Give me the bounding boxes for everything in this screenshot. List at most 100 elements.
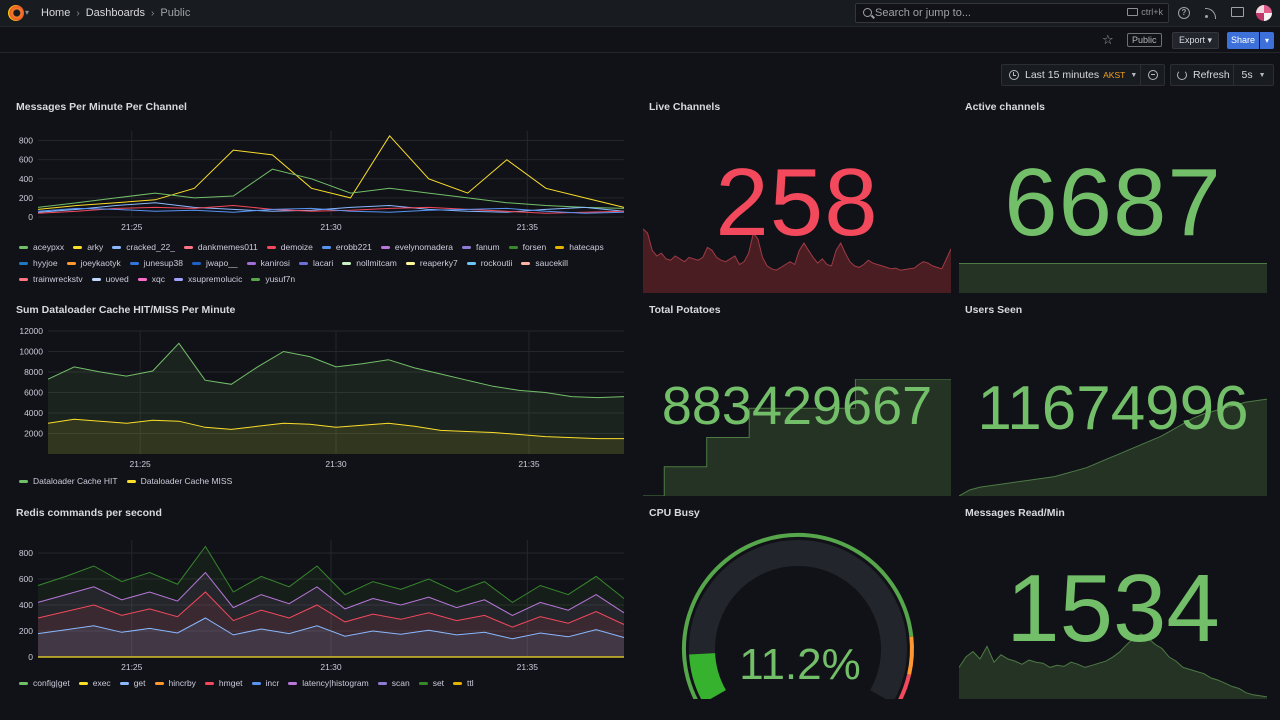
zoom-out-button[interactable]: [1141, 64, 1165, 86]
legend-item[interactable]: uoved: [91, 273, 129, 285]
legend-item[interactable]: get: [119, 677, 146, 689]
legend-item[interactable]: dankmemes011: [183, 241, 258, 253]
legend-swatch: [251, 277, 261, 281]
legend-label: hmget: [218, 678, 243, 688]
legend-swatch: [405, 261, 415, 265]
legend-item[interactable]: hincrby: [154, 677, 196, 689]
kiosk-mode-icon[interactable]: [1231, 7, 1244, 17]
top-navbar: ▾ Home › Dashboards › Public ctrl+k ?: [0, 0, 1280, 27]
legend-item[interactable]: joeykaotyk: [66, 257, 121, 269]
time-range-picker[interactable]: Last 15 minutes AKST ▼: [1001, 64, 1141, 86]
legend-swatch: [19, 479, 28, 483]
chevron-down-icon: ▼: [1258, 71, 1266, 79]
legend-swatch: [555, 245, 565, 249]
clock-icon: [1009, 70, 1019, 80]
redis-commands-chart[interactable]: 0 200 400 600 800 21:25 21:30 21:35: [16, 540, 628, 675]
legend-item[interactable]: saucekill: [521, 257, 568, 269]
legend-item[interactable]: exec: [78, 677, 111, 689]
legend-item[interactable]: hyyjoe: [19, 257, 58, 269]
share-button[interactable]: Share: [1227, 32, 1259, 49]
stat-value: 11674996: [977, 374, 1249, 443]
y-tick-label: 12000: [19, 326, 43, 336]
export-label: Export: [1179, 35, 1206, 45]
legend-item[interactable]: xqc: [137, 273, 165, 285]
legend-item[interactable]: scan: [377, 677, 410, 689]
messages-per-minute-chart[interactable]: 0 200 400 600 800 21:25 21:30 21:35: [16, 131, 628, 241]
refresh-icon: [1177, 70, 1187, 80]
news-feed-icon[interactable]: [1204, 7, 1216, 19]
search-box[interactable]: ctrl+k: [855, 3, 1169, 23]
legend-item[interactable]: evelynomadera: [380, 241, 453, 253]
series-line-arky: [37, 134, 625, 210]
legend-item[interactable]: rockoutii: [466, 257, 512, 269]
legend-item[interactable]: nollmitcam: [342, 257, 397, 269]
panel-live-channels: Live Channels 258: [643, 101, 951, 293]
help-icon[interactable]: ?: [1178, 7, 1190, 19]
refresh-interval-picker[interactable]: 5s ▼: [1234, 64, 1274, 86]
legend-label: uoved: [105, 274, 129, 284]
legend-item[interactable]: lacari: [298, 257, 333, 269]
legend-item[interactable]: forsen: [508, 241, 546, 253]
star-icon[interactable]: ☆: [1102, 32, 1114, 47]
legend-label: yusuf7n: [265, 274, 296, 284]
series-line-aceypxx: [37, 168, 625, 209]
legend-item[interactable]: config|get: [19, 677, 70, 689]
legend-swatch: [19, 681, 28, 685]
export-button[interactable]: Export ▾: [1172, 32, 1220, 49]
legend-item[interactable]: hatecaps: [555, 241, 604, 253]
legend-swatch: [251, 681, 261, 685]
legend-item[interactable]: cracked_22_: [112, 241, 175, 253]
legend-item[interactable]: aceypxx: [19, 241, 64, 253]
legend-item[interactable]: kanirosi: [246, 257, 290, 269]
legend-item[interactable]: hmget: [204, 677, 243, 689]
legend-item[interactable]: incr: [251, 677, 279, 689]
legend-item[interactable]: Dataloader Cache MISS: [126, 475, 232, 487]
legend-swatch: [73, 245, 83, 249]
legend-swatch: [298, 261, 308, 265]
search-icon: [863, 8, 872, 17]
legend-item[interactable]: fanum: [461, 241, 500, 253]
dataloader-cache-chart[interactable]: 2000 4000 6000 8000 10000 12000 21:25 21:30 21:3…: [16, 324, 628, 474]
legend-swatch: [19, 277, 28, 281]
stat-value: 883429667: [661, 376, 933, 436]
legend-item[interactable]: trainwreckstv: [19, 273, 83, 285]
breadcrumb-dashboards[interactable]: Dashboards: [85, 7, 146, 19]
chevron-down-icon: ▼: [1130, 71, 1138, 79]
legend-item[interactable]: set: [418, 677, 444, 689]
breadcrumb-current: Public: [160, 7, 191, 19]
legend-item[interactable]: ttl: [453, 677, 474, 689]
search-input[interactable]: [875, 6, 1115, 20]
gauge-value-arc: [689, 652, 727, 699]
chevron-down-icon[interactable]: ▾: [25, 8, 30, 17]
legend-item[interactable]: arky: [73, 241, 103, 253]
legend-label: aceypxx: [33, 242, 65, 252]
refresh-label: Refresh: [1193, 69, 1230, 81]
legend-item[interactable]: yusuf7n: [251, 273, 295, 285]
legend-item[interactable]: latency|histogram: [288, 677, 369, 689]
zoom-out-icon: [1147, 70, 1158, 80]
breadcrumb-home[interactable]: Home: [41, 7, 71, 19]
legend-item[interactable]: erobb221: [321, 241, 372, 253]
legend-label: dankmemes011: [197, 242, 258, 252]
series-area-hmget: [38, 592, 624, 657]
legend-item[interactable]: demoize: [266, 241, 313, 253]
y-tick-label: 8000: [24, 367, 43, 377]
legend-label: demoize: [280, 242, 313, 252]
legend-item[interactable]: Dataloader Cache HIT: [19, 475, 118, 487]
x-tick-label: 21:25: [121, 222, 143, 232]
x-tick-label: 21:35: [517, 222, 539, 232]
panel-title: Users Seen: [965, 304, 1023, 316]
x-tick-label: 21:25: [130, 459, 152, 469]
share-dropdown-chevron-icon[interactable]: ▾: [1260, 32, 1274, 49]
legend-item[interactable]: xsupremolucic: [174, 273, 242, 285]
legend-label: saucekill: [535, 258, 568, 268]
user-avatar[interactable]: [1256, 5, 1272, 21]
grafana-logo-icon[interactable]: [8, 5, 24, 21]
legend-swatch: [461, 245, 471, 249]
panel-messages-per-minute: Messages Per Minute Per Channel 0 200 400 6…: [16, 101, 628, 291]
shortcut-label: ctrl+k: [1141, 7, 1163, 17]
refresh-button[interactable]: Refresh: [1170, 64, 1234, 86]
legend-item[interactable]: reaperky7: [405, 257, 458, 269]
legend-item[interactable]: jwapo__: [191, 257, 238, 269]
legend-item[interactable]: junesup38: [129, 257, 183, 269]
